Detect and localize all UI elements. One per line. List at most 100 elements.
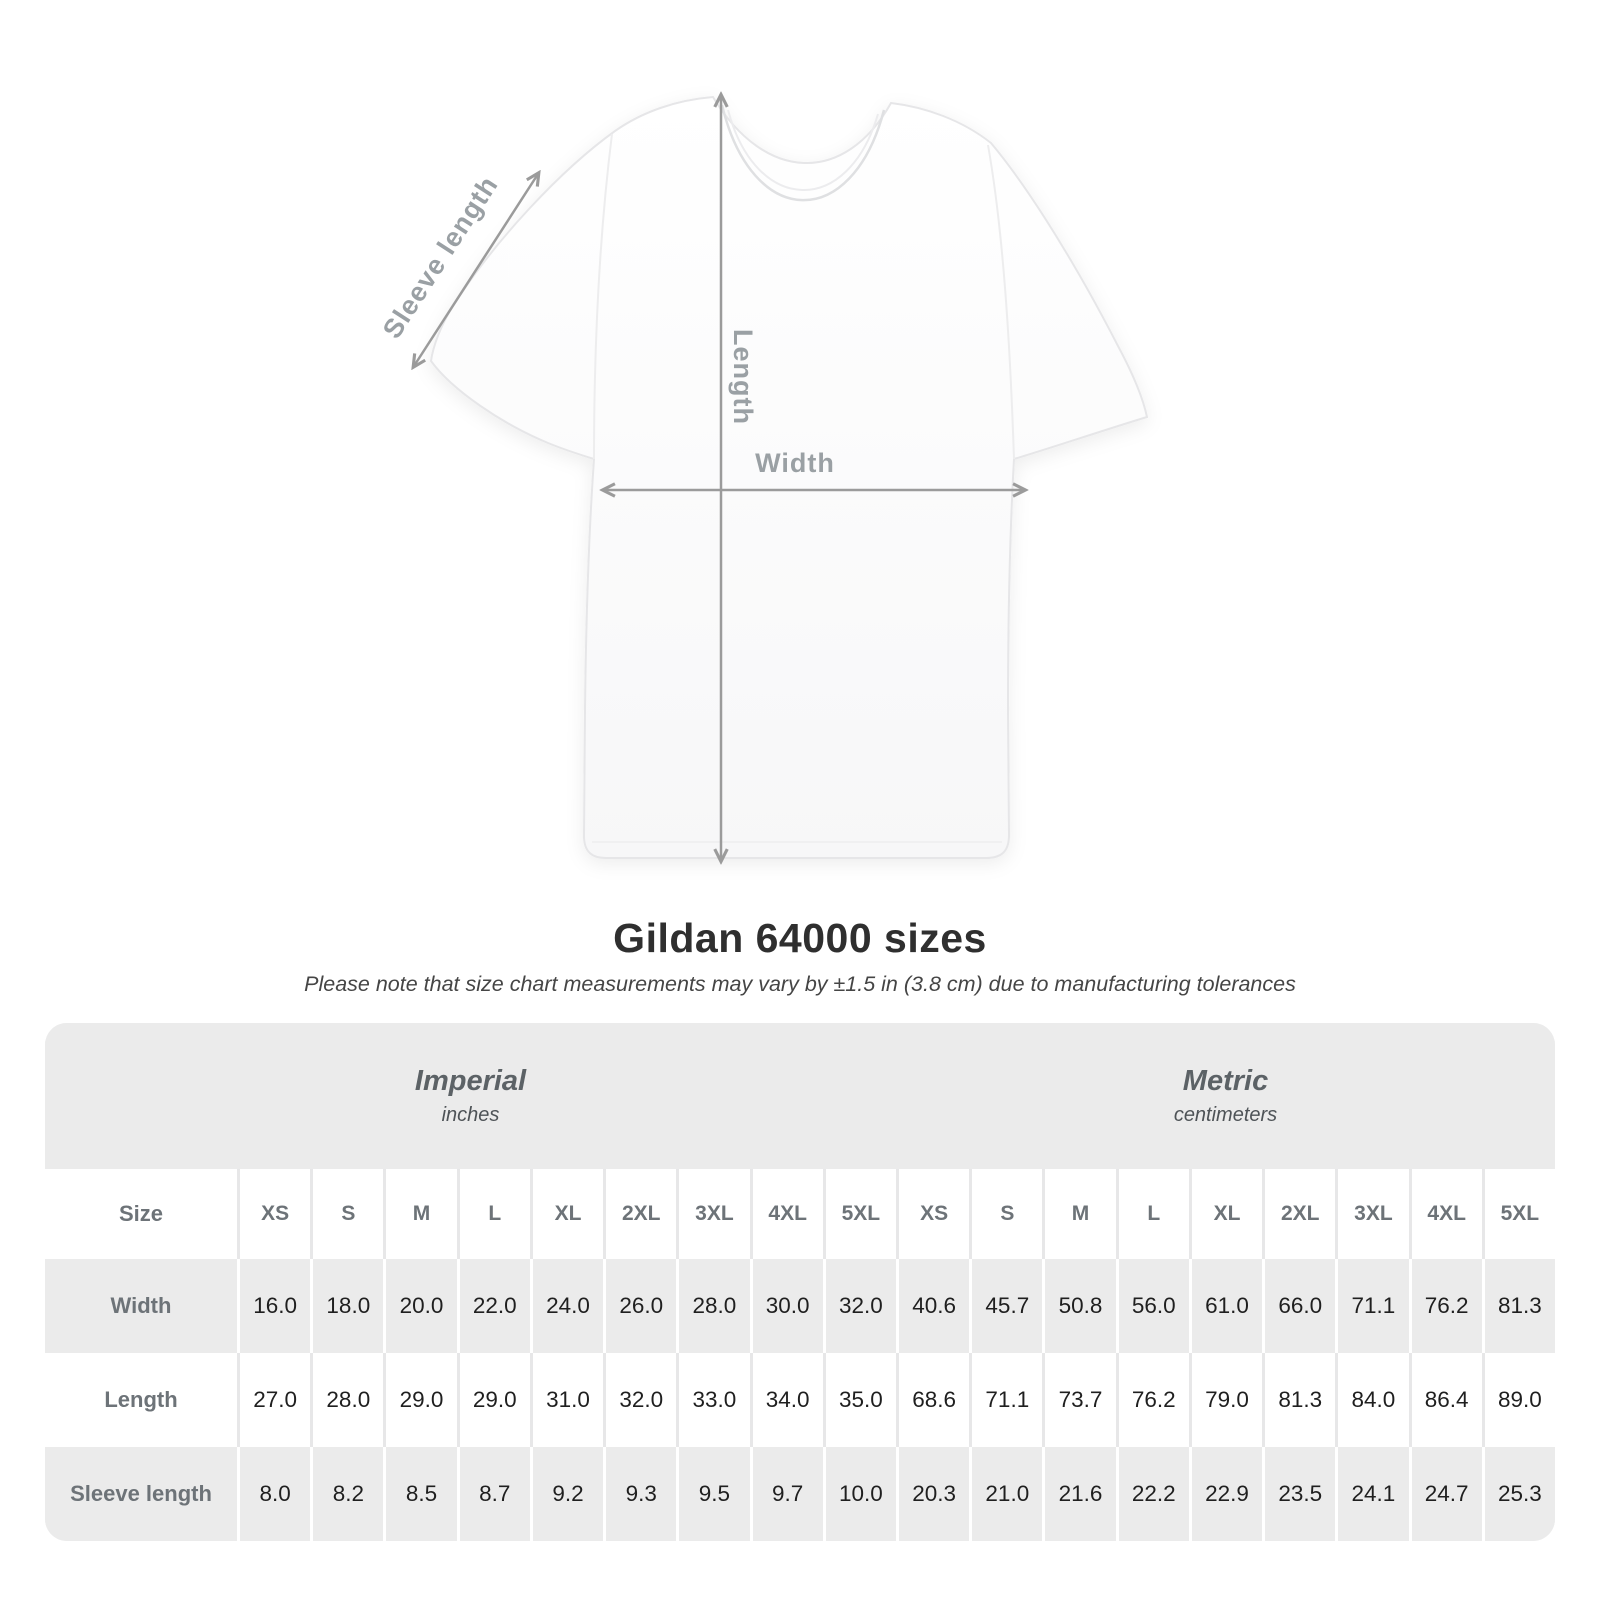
size-column-header: S	[310, 1169, 383, 1259]
value-cell: 79.0	[1188, 1353, 1262, 1447]
value-cell: 24.1	[1335, 1447, 1408, 1541]
length-label: Length	[728, 329, 758, 425]
size-column-header: L	[456, 1169, 530, 1259]
size-column-header: M	[383, 1169, 456, 1259]
value-cell: 9.3	[603, 1447, 676, 1541]
tshirt-measurement-diagram: Sleeve length Length Width	[377, 0, 1149, 905]
size-column-header: L	[1115, 1169, 1189, 1259]
value-cell: 86.4	[1408, 1353, 1482, 1447]
value-cell: 40.6	[895, 1259, 969, 1353]
size-column-header: 3XL	[676, 1169, 749, 1259]
value-cell: 21.6	[1042, 1447, 1115, 1541]
value-cell: 9.5	[676, 1447, 749, 1541]
value-cell: 35.0	[822, 1353, 896, 1447]
value-cell: 9.7	[749, 1447, 823, 1541]
sleeve-length-arrow	[414, 174, 538, 366]
size-column-header: S	[969, 1169, 1042, 1259]
value-cell: 29.0	[383, 1353, 456, 1447]
tshirt-diagram-svg: Sleeve length Length Width	[377, 0, 1149, 905]
width-label: Width	[755, 448, 835, 478]
metric-group-header: Metric centimeters	[896, 1023, 1555, 1169]
value-cell: 30.0	[749, 1259, 823, 1353]
size-column-header: XS	[895, 1169, 969, 1259]
size-column-header: XL	[529, 1169, 603, 1259]
value-cell: 8.7	[456, 1447, 530, 1541]
size-column-header: M	[1042, 1169, 1115, 1259]
value-cell: 25.3	[1481, 1447, 1555, 1541]
right-sleeve-seam	[987, 144, 1015, 460]
length-row: Length 27.0 28.0 29.0 29.0 31.0 32.0 33.0 34.0 35…	[45, 1353, 1555, 1447]
width-row-label: Width	[110, 1293, 172, 1318]
value-cell: 8.2	[310, 1447, 383, 1541]
metric-group-unit: centimeters	[1173, 1104, 1278, 1126]
value-cell: 28.0	[676, 1259, 749, 1353]
value-cell: 32.0	[822, 1259, 896, 1353]
value-cell: 23.5	[1262, 1447, 1335, 1541]
value-cell: 28.0	[310, 1353, 383, 1447]
size-table: Imperial inches Metric centimeters Size X…	[45, 1023, 1555, 1541]
value-cell: 8.0	[237, 1447, 310, 1541]
value-cell: 71.1	[1335, 1259, 1408, 1353]
value-cell: 16.0	[237, 1259, 310, 1353]
value-cell: 76.2	[1408, 1259, 1482, 1353]
size-column-header: 4XL	[1408, 1169, 1482, 1259]
value-cell: 61.0	[1188, 1259, 1262, 1353]
size-column-header: 5XL	[822, 1169, 896, 1259]
size-column-header: 5XL	[1481, 1169, 1555, 1259]
collar-inner-seam	[727, 109, 879, 191]
value-cell: 26.0	[603, 1259, 676, 1353]
size-header-row-label: Size	[118, 1201, 164, 1226]
width-row: Width 16.0 18.0 20.0 22.0 24.0 26.0 28.0 30.0 32.…	[45, 1259, 1555, 1353]
value-cell: 10.0	[822, 1447, 896, 1541]
value-cell: 73.7	[1042, 1353, 1115, 1447]
unit-group-header-row: Imperial inches Metric centimeters	[45, 1023, 1555, 1169]
size-column-header: 2XL	[1262, 1169, 1335, 1259]
size-column-header: 3XL	[1335, 1169, 1408, 1259]
value-cell: 56.0	[1115, 1259, 1189, 1353]
value-cell: 89.0	[1481, 1353, 1555, 1447]
value-cell: 20.3	[895, 1447, 969, 1541]
value-cell: 24.7	[1408, 1447, 1482, 1541]
value-cell: 18.0	[310, 1259, 383, 1353]
value-cell: 32.0	[603, 1353, 676, 1447]
size-table-grid: Size XS S M L XL 2XL 3XL 4XL 5XL XS S M L XL 2XL 3XL 4XL 5…	[45, 1169, 1555, 1541]
sleeve-length-row: Sleeve length 8.0 8.2 8.5 8.7 9.2 9.3 9.5 9.7 10.…	[45, 1447, 1555, 1541]
value-cell: 20.0	[383, 1259, 456, 1353]
imperial-group-header: Imperial inches	[45, 1023, 896, 1169]
size-header-row: Size XS S M L XL 2XL 3XL 4XL 5XL XS S M L XL 2XL 3XL 4XL 5…	[45, 1169, 1555, 1259]
value-cell: 22.9	[1188, 1447, 1262, 1541]
value-cell: 50.8	[1042, 1259, 1115, 1353]
value-cell: 24.0	[529, 1259, 603, 1353]
value-cell: 33.0	[676, 1353, 749, 1447]
value-cell: 68.6	[895, 1353, 969, 1447]
length-row-label: Length	[104, 1387, 178, 1412]
value-cell: 45.7	[969, 1259, 1042, 1353]
metric-group-title: Metric	[1182, 1065, 1269, 1097]
size-column-header: XS	[237, 1169, 310, 1259]
value-cell: 31.0	[529, 1353, 603, 1447]
value-cell: 9.2	[529, 1447, 603, 1541]
tolerance-note: Please note that size chart measurements…	[304, 972, 1296, 996]
value-cell: 34.0	[749, 1353, 823, 1447]
size-column-header: 2XL	[603, 1169, 676, 1259]
size-column-header: 4XL	[749, 1169, 823, 1259]
page-title: Gildan 64000 sizes	[613, 915, 987, 961]
left-sleeve-seam	[593, 133, 613, 460]
value-cell: 22.0	[456, 1259, 530, 1353]
value-cell: 81.3	[1481, 1259, 1555, 1353]
value-cell: 21.0	[969, 1447, 1042, 1541]
size-column-header: XL	[1188, 1169, 1262, 1259]
value-cell: 27.0	[237, 1353, 310, 1447]
sleeve-length-row-label: Sleeve length	[70, 1481, 212, 1506]
value-cell: 22.2	[1115, 1447, 1189, 1541]
imperial-group-title: Imperial	[414, 1065, 527, 1097]
collar-seam	[720, 104, 886, 202]
tshirt-outline	[429, 95, 1149, 859]
imperial-group-unit: inches	[441, 1104, 500, 1126]
value-cell: 8.5	[383, 1447, 456, 1541]
value-cell: 71.1	[969, 1353, 1042, 1447]
value-cell: 76.2	[1115, 1353, 1189, 1447]
value-cell: 66.0	[1262, 1259, 1335, 1353]
value-cell: 29.0	[456, 1353, 530, 1447]
value-cell: 81.3	[1262, 1353, 1335, 1447]
